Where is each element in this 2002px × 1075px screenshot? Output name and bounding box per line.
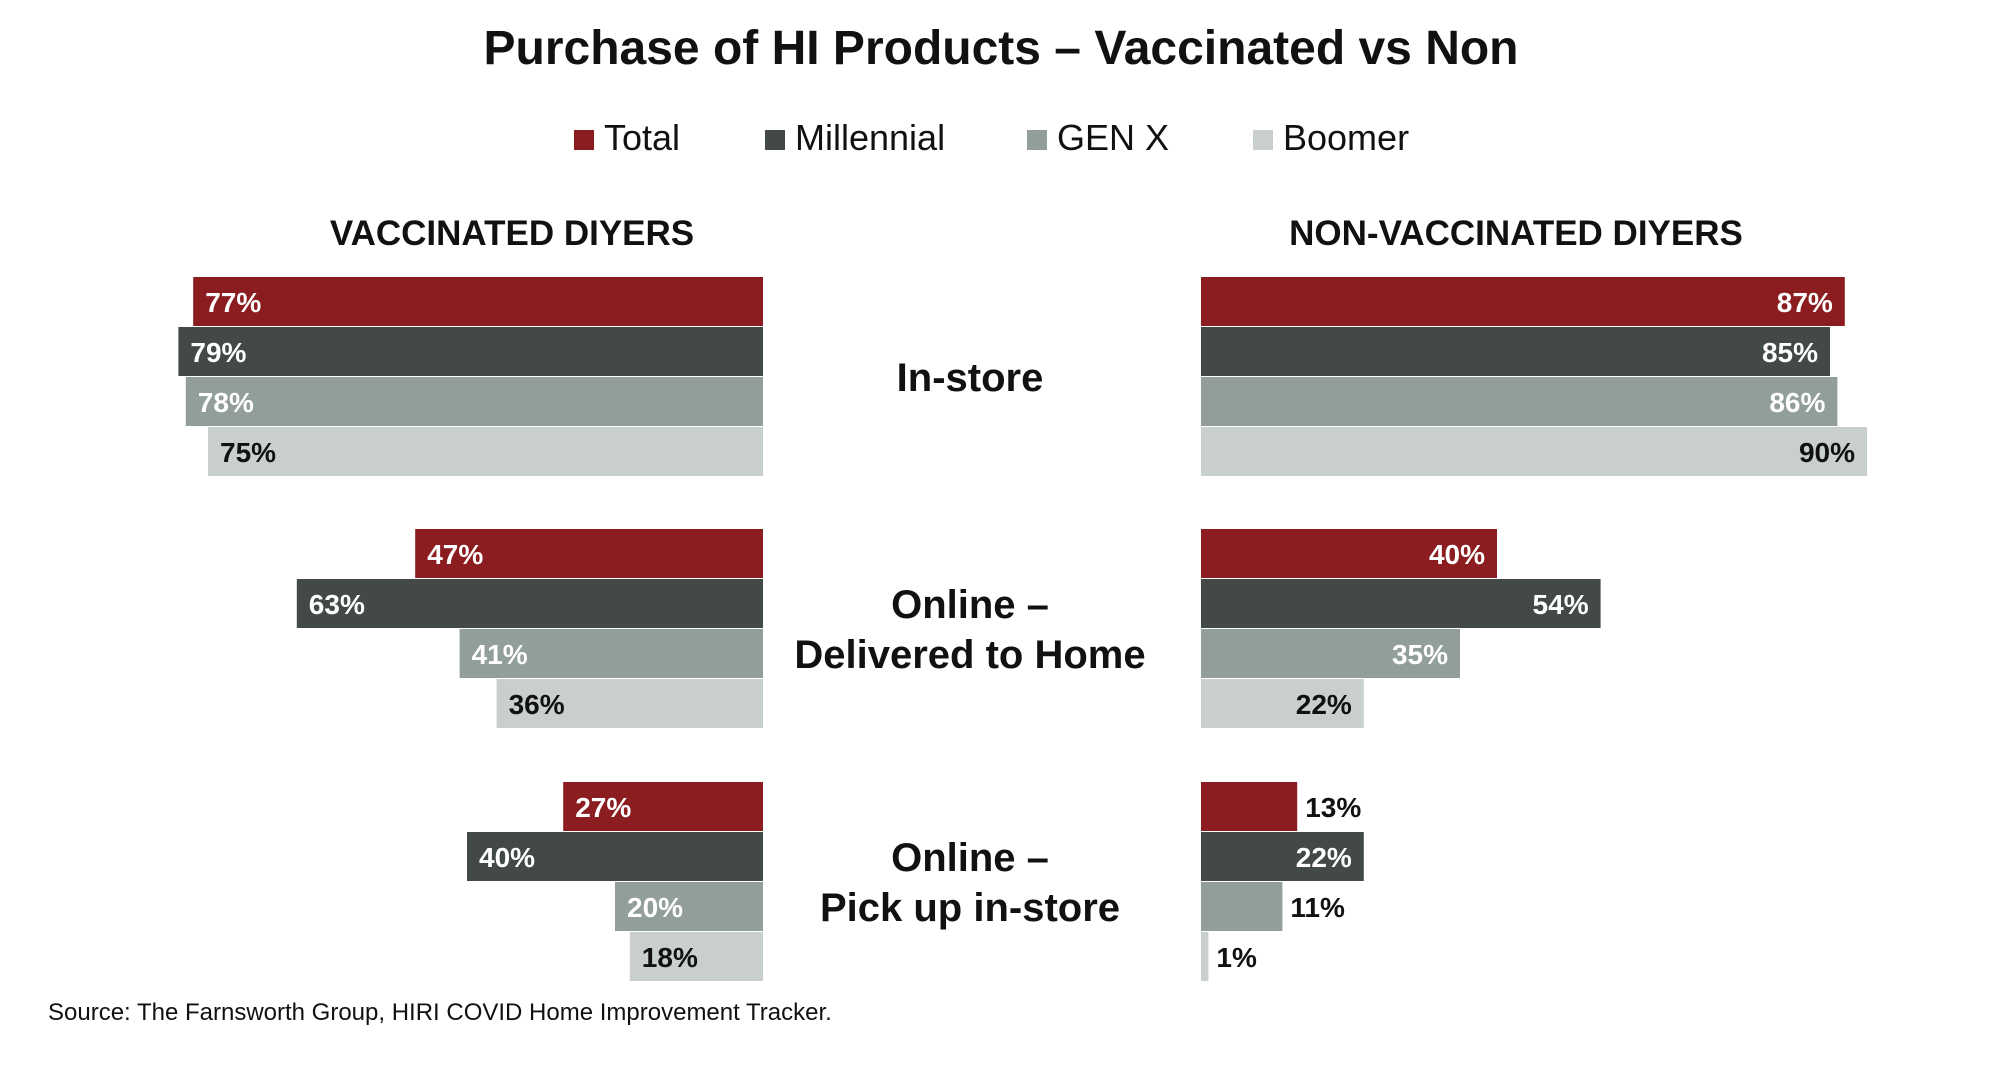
- data-label-vaccinated-online-pick-up-in-store-millennial: 40%: [479, 842, 535, 873]
- bar-vaccinated-online-pick-up-in-store-boomer: [629, 932, 763, 981]
- data-label-vaccinated-in-store-boomer: 75%: [220, 437, 276, 468]
- data-label-non-vaccinated-online-pick-up-in-store-millennial: 22%: [1296, 842, 1352, 873]
- category-labels: In-store Online – Delivered to Home Online …: [794, 356, 1145, 930]
- bar-vaccinated-online-pick-up-in-store-gen-x: [615, 882, 763, 931]
- data-label-vaccinated-online-delivered-to-home-millennial: 63%: [309, 589, 365, 620]
- category-label-online-pick-up-in-store-line-1: Online –: [891, 836, 1049, 880]
- panel-title-vaccinated: VACCINATED DIYERS: [330, 214, 694, 253]
- bar-vaccinated-in-store-millennial: [178, 327, 763, 376]
- data-label-non-vaccinated-in-store-total: 87%: [1777, 287, 1833, 318]
- legend-swatch-gen-x: [1027, 130, 1047, 150]
- bar-non-vaccinated-in-store-boomer: [1201, 427, 1867, 476]
- data-label-non-vaccinated-online-pick-up-in-store-gen-x: 11%: [1290, 892, 1345, 923]
- bar-vaccinated-online-delivered-to-home-millennial: [296, 579, 763, 628]
- category-label-in-store-line-1: In-store: [897, 356, 1044, 400]
- legend-swatch-boomer: [1253, 130, 1273, 150]
- chart-title: Purchase of HI Products – Vaccinated vs …: [484, 22, 1519, 75]
- bar-non-vaccinated-online-pick-up-in-store-gen-x: [1201, 882, 1283, 931]
- bar-non-vaccinated-in-store-millennial: [1201, 327, 1830, 376]
- data-label-non-vaccinated-online-delivered-to-home-millennial: 54%: [1533, 589, 1589, 620]
- data-label-vaccinated-online-delivered-to-home-total: 47%: [427, 539, 483, 570]
- bar-vaccinated-online-delivered-to-home-gen-x: [459, 629, 763, 678]
- legend-label-boomer: Boomer: [1283, 117, 1409, 158]
- bar-vaccinated-online-delivered-to-home-total: [415, 529, 763, 578]
- data-labels: 77% 79% 78% 75% 47% 63% 41% 36% 27% 40% 20% 18% 87% 8…: [190, 287, 1855, 973]
- source-note: Source: The Farnsworth Group, HIRI COVID…: [48, 999, 832, 1026]
- legend-label-total: Total: [604, 117, 680, 158]
- data-label-non-vaccinated-online-pick-up-in-store-total: 13%: [1305, 792, 1361, 823]
- bar-non-vaccinated-online-delivered-to-home-gen-x: [1201, 629, 1460, 678]
- bar-vaccinated-in-store-total: [193, 277, 763, 326]
- bar-non-vaccinated-online-pick-up-in-store-total: [1201, 782, 1298, 831]
- bar-non-vaccinated-in-store-total: [1201, 277, 1845, 326]
- data-label-vaccinated-in-store-millennial: 79%: [190, 337, 246, 368]
- category-label-online-delivered-to-home-line-2: Delivered to Home: [794, 633, 1145, 677]
- bar-vaccinated-in-store-gen-x: [185, 377, 764, 426]
- data-label-non-vaccinated-online-delivered-to-home-gen-x: 35%: [1392, 639, 1448, 670]
- category-label-online-delivered-to-home-line-1: Online –: [891, 583, 1049, 627]
- bar-vaccinated-online-pick-up-in-store-total: [563, 782, 763, 831]
- bar-vaccinated-online-delivered-to-home-boomer: [496, 679, 763, 728]
- data-label-vaccinated-in-store-gen-x: 78%: [198, 387, 254, 418]
- data-label-non-vaccinated-online-delivered-to-home-total: 40%: [1429, 539, 1485, 570]
- data-label-vaccinated-online-delivered-to-home-gen-x: 41%: [472, 639, 528, 670]
- legend-label-gen-x: GEN X: [1057, 117, 1169, 158]
- bar-vaccinated-online-pick-up-in-store-millennial: [467, 832, 763, 881]
- legend: Total Millennial GEN X Boomer: [574, 117, 1409, 158]
- bar-non-vaccinated-online-pick-up-in-store-boomer: [1201, 932, 1209, 981]
- data-label-vaccinated-in-store-total: 77%: [205, 287, 261, 318]
- panel-title-non-vaccinated: NON-VACCINATED DIYERS: [1289, 214, 1743, 253]
- data-label-non-vaccinated-in-store-millennial: 85%: [1762, 337, 1818, 368]
- bar-non-vaccinated-online-delivered-to-home-boomer: [1201, 679, 1364, 728]
- data-label-non-vaccinated-in-store-boomer: 90%: [1799, 437, 1855, 468]
- bar-non-vaccinated-online-delivered-to-home-millennial: [1201, 579, 1601, 628]
- data-label-non-vaccinated-online-delivered-to-home-boomer: 22%: [1296, 689, 1352, 720]
- category-label-online-pick-up-in-store-line-2: Pick up in-store: [820, 886, 1120, 930]
- data-label-vaccinated-online-delivered-to-home-boomer: 36%: [509, 689, 565, 720]
- bars: [178, 277, 1867, 981]
- data-label-vaccinated-online-pick-up-in-store-gen-x: 20%: [627, 892, 683, 923]
- bar-non-vaccinated-online-delivered-to-home-total: [1201, 529, 1497, 578]
- bar-non-vaccinated-online-pick-up-in-store-millennial: [1201, 832, 1364, 881]
- data-label-vaccinated-online-pick-up-in-store-boomer: 18%: [642, 942, 698, 973]
- data-label-non-vaccinated-online-pick-up-in-store-boomer: 1%: [1216, 942, 1257, 973]
- bar-vaccinated-in-store-boomer: [208, 427, 763, 476]
- legend-label-millennial: Millennial: [795, 117, 945, 158]
- data-label-vaccinated-online-pick-up-in-store-total: 27%: [575, 792, 631, 823]
- legend-swatch-millennial: [765, 130, 785, 150]
- bar-non-vaccinated-in-store-gen-x: [1201, 377, 1838, 426]
- legend-swatch-total: [574, 130, 594, 150]
- data-label-non-vaccinated-in-store-gen-x: 86%: [1769, 387, 1825, 418]
